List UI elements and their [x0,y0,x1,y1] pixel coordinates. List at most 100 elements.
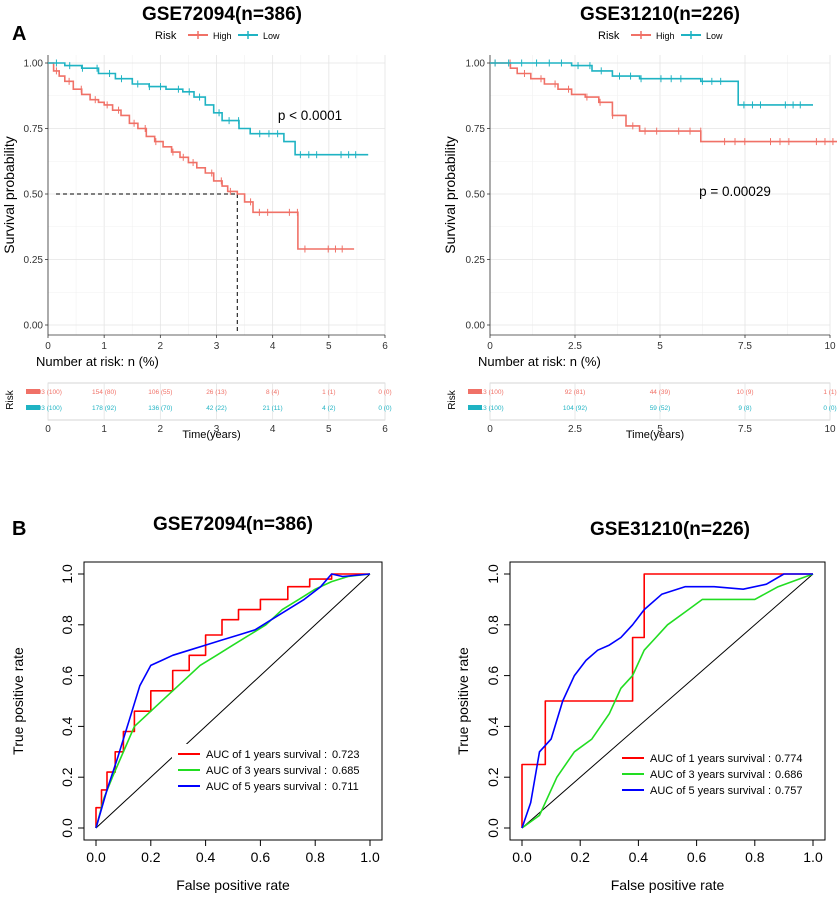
x-tick-label-0: 0 [487,341,493,352]
y-axis-title: Survival probability [442,136,458,254]
x-tick-label-5: 1.0 [360,849,380,865]
risk-high-count-0: 193 (100) [34,389,62,396]
legend: AUC of 1 years survival : 0.774 AUC of 3 y… [616,748,821,808]
y-tick-label-2: 0.50 [466,190,486,201]
x-tick-label-3: 0.6 [251,849,271,865]
legend-label-1: AUC of 3 years survival : [650,769,771,781]
roc-curve-5yr [521,573,813,829]
chart-title: GSE72094(n=386) [142,4,302,25]
legend-low-label: Low [706,31,723,41]
y-tick-label-1: 0.2 [485,767,501,787]
plot-frame [83,561,383,841]
legend-box [616,748,821,808]
x-tick-label-2: 0.4 [196,849,216,865]
x-axis-title: False positive rate [611,877,725,893]
gridlines [47,55,386,335]
plot-frame [509,561,826,841]
x-tick-label-6: 6 [382,341,388,352]
risk-low-count-4: 21 (11) [263,405,283,412]
x-tick-label-1: 0.2 [570,849,590,865]
risk-low-count-2: 136 (70) [148,405,172,412]
x-tick-label-3: 3 [214,341,220,352]
panel-label-b: B [12,518,26,540]
risk-low-count-1: 178 (92) [92,405,116,412]
km-curve-high [48,62,355,250]
risk-x-tick-label-2: 2 [158,424,164,435]
roc-curve-3yr [521,573,814,829]
legend-title: Risk [155,30,177,42]
x-tick-label-1: 2.5 [568,341,582,352]
x-axis-title: Time(years) [626,429,684,441]
gridlines [489,55,831,335]
legend-label-0: AUC of 1 years survival : [650,753,771,765]
risk-high-count-0: 113 (100) [476,389,503,396]
y-tick-label-0: 0.00 [466,321,486,332]
reference-diagonal [521,573,814,829]
reference-diagonal [95,573,371,829]
y-tick-label-4: 0.8 [59,615,75,635]
x-tick-label-2: 2 [158,341,164,352]
x-tick-label-3: 0.6 [687,849,707,865]
x-tick-label-0: 0 [45,341,51,352]
x-tick-label-4: 10 [824,341,836,352]
roc-curve-1yr [95,573,370,828]
y-tick-label-5: 1.0 [485,564,501,584]
risk-axis-label: Risk [5,389,16,409]
risk-low-count-4: 0 (0) [823,405,836,412]
x-tick-label-5: 5 [326,341,332,352]
y-tick-label-0: 0.0 [485,818,501,838]
risk-high-count-5: 1 (1) [322,389,335,396]
y-tick-label-3: 0.6 [485,666,501,686]
km-curve-low [490,62,813,106]
x-tick-label-1: 0.2 [141,849,161,865]
legend-high-label: High [213,31,232,41]
roc-chart-gse31210: GSE31210(n=226) 0.0 0.0 0.2 0.2 0.4 0.4 0.6 0.6 0… [455,519,826,893]
y-tick-label-0: 0.0 [59,818,75,838]
legend: Risk High Low [598,30,723,42]
risk-axis-label: Risk [447,389,458,409]
x-tick-label-5: 1.0 [803,849,823,865]
legend-box [172,744,378,804]
y-tick-label-3: 0.6 [59,666,75,686]
y-tick-label-2: 0.4 [485,716,501,736]
legend-label-2: AUC of 5 years survival : [650,785,771,797]
x-axis-title: Time(years) [182,429,240,441]
risk-low-count-3: 9 (8) [738,405,751,412]
risk-low-count-2: 59 (52) [650,405,671,412]
y-tick-label-2: 0.50 [24,190,44,201]
legend-high-label: High [656,31,675,41]
legend-auc-0: 0.723 [332,749,360,761]
risk-x-tick-label-1: 1 [101,424,107,435]
roc-curve-1yr [521,573,813,828]
risk-x-tick-label-2: 5 [657,424,663,435]
risk-high-count-3: 10 (9) [737,389,754,396]
risk-high-count-4: 8 (4) [266,389,279,396]
km-curve-high [490,62,837,143]
risk-low-count-0: 113 (100) [476,405,503,412]
legend-low-label: Low [263,31,280,41]
risk-low-count-1: 104 (92) [563,405,587,412]
risk-high-count-2: 44 (39) [650,389,671,396]
y-tick-label-3: 0.75 [24,124,44,135]
risk-low-count-0: 193 (100) [34,405,62,412]
y-axis-title: True positive rate [455,647,471,755]
risk-high-count-2: 106 (55) [148,389,172,396]
risk-row-low-swatch [26,405,40,410]
risk-x-tick-label-6: 6 [382,424,388,435]
y-tick-label-1: 0.2 [59,767,75,787]
risk-x-tick-label-0: 0 [487,424,493,435]
roc-curve-5yr [95,573,371,829]
km-chart-gse72094: GSE72094(n=386) Risk High Low 0.00 0.25 0.50 0.… [1,4,392,441]
legend-auc-2: 0.711 [332,781,359,793]
risk-x-tick-label-1: 2.5 [568,424,582,435]
chart-title: GSE31210(n=226) [590,519,750,540]
risk-x-tick-label-3: 3 [214,424,220,435]
legend-label-2: AUC of 5 years survival : [206,781,327,793]
panel-label-a: A [12,23,26,45]
legend-auc-0: 0.774 [775,753,803,765]
risk-low-count-3: 42 (22) [206,405,227,412]
risk-low-count-6: 0 (0) [378,405,391,412]
chart-title: GSE72094(n=386) [153,514,313,535]
x-tick-label-2: 0.4 [629,849,649,865]
y-tick-label-4: 1.00 [466,59,486,70]
